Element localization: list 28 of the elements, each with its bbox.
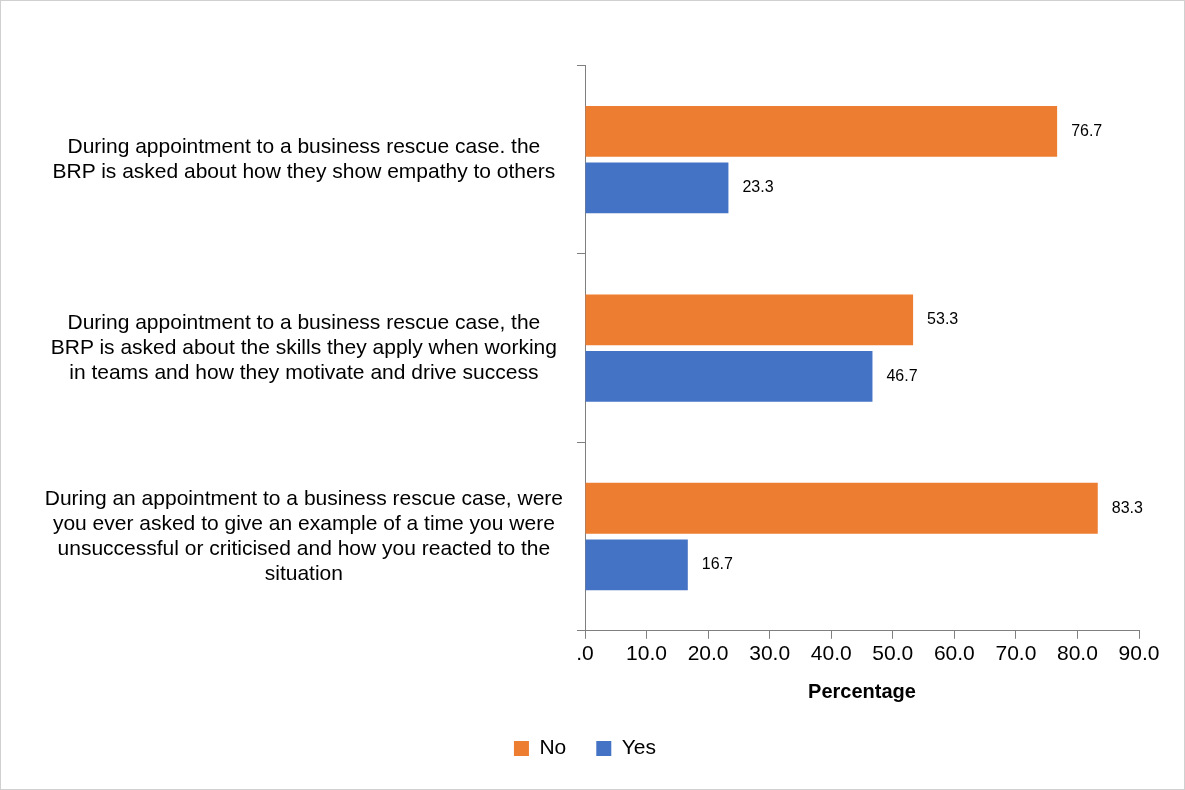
data-label: 46.7 (886, 366, 918, 384)
x-tick-label: 10.0 (626, 641, 667, 665)
x-tick-label: 60.0 (933, 641, 975, 665)
x-tick-label: 50.0 (872, 641, 914, 665)
x-tick-label: 80.0 (1057, 641, 1098, 665)
bar (585, 350, 873, 402)
data-label: 76.7 (1071, 121, 1103, 139)
y-tick-label: During appointment to a business rescue case. the BRP is asked about how they show empathy to others (52, 133, 556, 183)
bar (585, 105, 1058, 157)
data-label: 53.3 (927, 310, 959, 328)
x-tick-label: 20.0 (687, 641, 729, 665)
x-axis-title: Percentage (808, 679, 916, 702)
x-tick-label: 40.0 (810, 641, 852, 665)
y-tick-label: During appointment to a business rescue case, the BRP is asked about the skills they apply when working in teams and how they motivate and drive success (50, 309, 557, 384)
bar (585, 539, 688, 591)
x-tick-label: 70.0 (995, 641, 1037, 665)
bar (585, 482, 1098, 534)
data-label: 16.7 (701, 555, 734, 573)
data-label: 83.3 (1111, 498, 1143, 516)
x-tick-label: 90.0 (1118, 641, 1160, 665)
data-label: 23.3 (742, 178, 774, 196)
bar (585, 162, 729, 214)
y-tick-label: During an appointment to a business rescue case, were you ever asked to give an example of a time you were unsuccessful or criticised and how you reacted to the situation (44, 485, 563, 585)
legend-label: No (539, 735, 567, 759)
x-tick-label: 30.0 (749, 641, 791, 665)
legend-label: Yes (621, 735, 657, 759)
x-tick-label: .0 (576, 641, 594, 665)
bar (585, 294, 914, 346)
